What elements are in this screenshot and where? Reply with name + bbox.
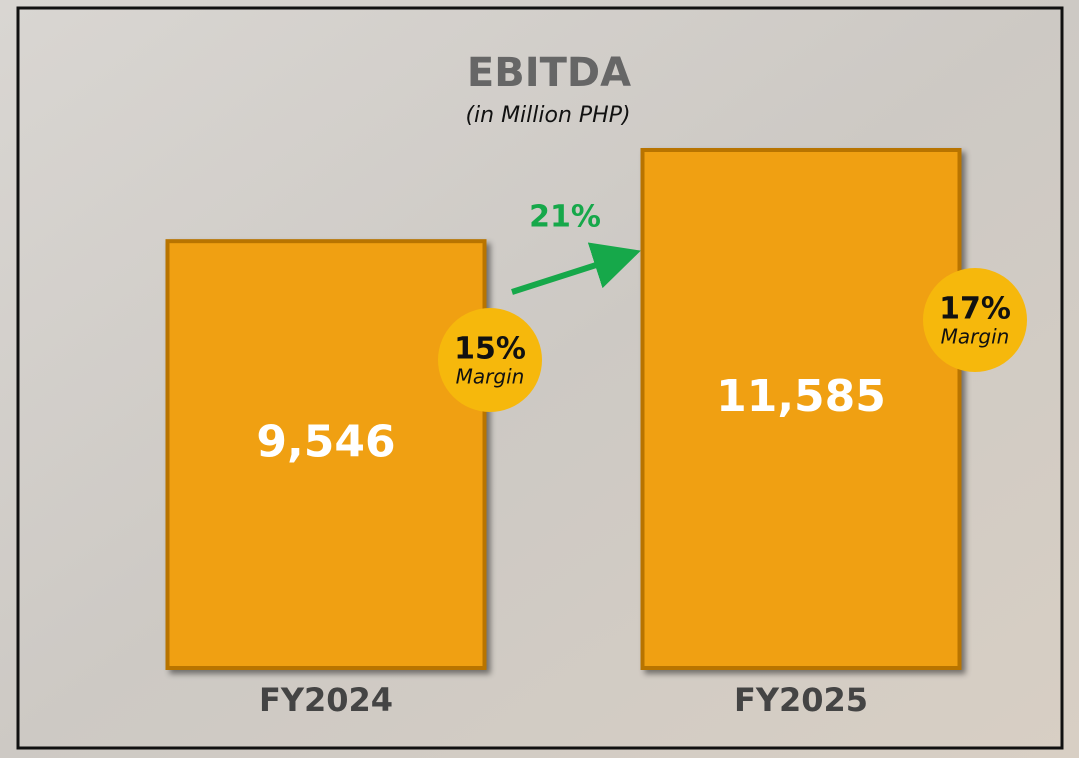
value-label: 9,546 xyxy=(256,417,395,468)
page: EBITDA (in Million PHP) 21% 9,546 FY2024 1… xyxy=(0,0,1079,758)
growth-label: 21% xyxy=(529,200,601,235)
margin-caption: Margin xyxy=(941,325,1010,349)
margin-label: 15% xyxy=(454,332,526,367)
chart-subtitle: (in Million PHP) xyxy=(465,103,630,128)
chart-title: EBITDA xyxy=(467,50,631,96)
margin-caption: Margin xyxy=(456,365,525,389)
chart: EBITDA (in Million PHP) 21% 9,546 FY2024 1… xyxy=(0,0,1079,758)
margin-label: 17% xyxy=(939,292,1011,327)
x-tick-label: FY2024 xyxy=(259,681,393,719)
x-tick-label: FY2025 xyxy=(734,681,868,719)
value-label: 11,585 xyxy=(716,371,886,422)
